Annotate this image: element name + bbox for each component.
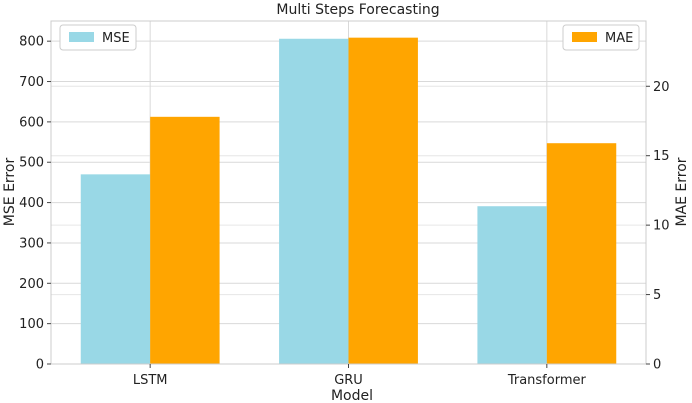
bar-mae-gru bbox=[348, 37, 418, 364]
x-tick-label: LSTM bbox=[133, 373, 168, 388]
legend-label: MSE bbox=[102, 31, 130, 46]
right-tick-label: 5 bbox=[653, 288, 661, 303]
bar-mae-lstm bbox=[150, 116, 220, 364]
left-tick-label: 700 bbox=[19, 75, 44, 90]
legend-label: MAE bbox=[605, 31, 633, 46]
left-axis-ticks: 0 100 200 300 400 500 600 700 800 bbox=[19, 35, 51, 373]
bar-mse-gru bbox=[279, 38, 349, 364]
left-tick-label: 0 bbox=[36, 358, 44, 373]
bar-mse-transformer bbox=[477, 206, 547, 364]
right-axis-ticks: 0 5 10 15 20 bbox=[646, 80, 670, 373]
legend-box bbox=[562, 24, 640, 51]
left-tick-label: 800 bbox=[19, 35, 44, 50]
legend-swatch bbox=[572, 32, 597, 42]
x-axis-label: Model bbox=[331, 388, 373, 403]
left-tick-label: 200 bbox=[19, 277, 44, 292]
bar-mae-transformer bbox=[546, 143, 617, 364]
chart-title: Multi Steps Forecasting bbox=[276, 2, 439, 18]
x-tick-label: Transformer bbox=[507, 373, 587, 388]
right-tick-label: 15 bbox=[653, 149, 670, 164]
bars bbox=[80, 37, 617, 364]
legend-swatch bbox=[69, 32, 94, 42]
right-tick-label: 0 bbox=[653, 358, 661, 373]
x-axis-ticks: LSTM GRU Transformer bbox=[133, 364, 587, 388]
left-tick-label: 100 bbox=[19, 317, 44, 332]
right-tick-label: 10 bbox=[653, 219, 670, 234]
legend-mse: MSE bbox=[59, 24, 137, 51]
right-tick-label: 20 bbox=[653, 80, 670, 95]
bar-mse-lstm bbox=[80, 174, 151, 364]
legend-box bbox=[59, 24, 137, 51]
x-tick-label: GRU bbox=[334, 373, 363, 388]
left-tick-label: 400 bbox=[19, 196, 44, 211]
right-axis-label: MAE Error bbox=[674, 157, 690, 226]
left-axis-label: MSE Error bbox=[2, 158, 18, 227]
left-tick-label: 500 bbox=[19, 156, 44, 171]
left-tick-label: 300 bbox=[19, 236, 44, 251]
left-tick-label: 600 bbox=[19, 115, 44, 130]
legend-mae: MAE bbox=[562, 24, 640, 51]
